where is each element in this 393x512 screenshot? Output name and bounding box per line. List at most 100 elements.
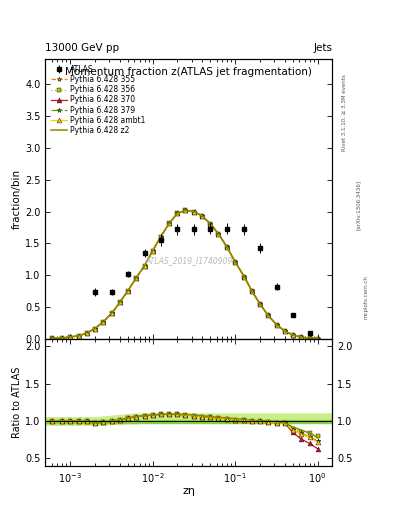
Pythia 6.428 370 [134, 275, 138, 282]
Pythia 6.428 z2 [84, 330, 89, 336]
Pythia 6.428 z2 [192, 208, 196, 215]
Line: Pythia 6.428 379: Pythia 6.428 379 [49, 208, 320, 341]
Pythia 6.428 z2 [118, 300, 122, 306]
Pythia 6.428 356 [274, 322, 279, 328]
Pythia 6.428 ambt1 [274, 322, 279, 328]
Pythia 6.428 355 [92, 326, 97, 332]
Pythia 6.428 356 [225, 244, 230, 250]
Text: [arXiv:1306.3436]: [arXiv:1306.3436] [356, 180, 361, 230]
Pythia 6.428 355 [109, 310, 114, 316]
Pythia 6.428 355 [200, 213, 205, 219]
Pythia 6.428 355 [208, 221, 213, 227]
Pythia 6.428 379 [134, 275, 138, 282]
Pythia 6.428 355 [175, 210, 180, 217]
Pythia 6.428 ambt1 [167, 220, 172, 226]
Line: Pythia 6.428 z2: Pythia 6.428 z2 [52, 210, 318, 338]
Pythia 6.428 356 [208, 221, 213, 227]
Pythia 6.428 355 [225, 244, 230, 250]
Pythia 6.428 z2 [150, 248, 155, 254]
Pythia 6.428 370 [274, 322, 279, 328]
Pythia 6.428 379 [307, 335, 312, 342]
Pythia 6.428 379 [208, 221, 213, 227]
Pythia 6.428 ambt1 [208, 221, 213, 227]
Pythia 6.428 ambt1 [125, 288, 130, 294]
Pythia 6.428 356 [183, 207, 188, 214]
Pythia 6.428 379 [282, 328, 287, 334]
Pythia 6.428 z2 [158, 234, 163, 240]
Pythia 6.428 379 [290, 332, 295, 338]
Pythia 6.428 356 [175, 210, 180, 217]
Pythia 6.428 ambt1 [92, 326, 97, 332]
Pythia 6.428 379 [299, 334, 303, 340]
Pythia 6.428 356 [101, 319, 105, 325]
Pythia 6.428 356 [77, 332, 82, 338]
Line: Pythia 6.428 356: Pythia 6.428 356 [49, 208, 320, 341]
Pythia 6.428 ambt1 [216, 231, 221, 237]
X-axis label: zη: zη [182, 486, 195, 496]
Pythia 6.428 z2 [125, 288, 130, 294]
Pythia 6.428 356 [307, 335, 312, 342]
Pythia 6.428 356 [266, 312, 270, 318]
Pythia 6.428 379 [50, 335, 54, 342]
Pythia 6.428 370 [216, 231, 221, 237]
Pythia 6.428 ambt1 [134, 275, 138, 282]
Pythia 6.428 z2 [175, 210, 180, 217]
Pythia 6.428 ambt1 [158, 234, 163, 240]
Pythia 6.428 356 [158, 234, 163, 240]
Pythia 6.428 ambt1 [315, 335, 320, 342]
Pythia 6.428 z2 [68, 334, 72, 340]
Pythia 6.428 356 [68, 334, 72, 340]
Pythia 6.428 370 [109, 310, 114, 316]
Pythia 6.428 370 [150, 248, 155, 254]
Pythia 6.428 ambt1 [200, 213, 205, 219]
Pythia 6.428 ambt1 [77, 332, 82, 338]
Pythia 6.428 ambt1 [84, 330, 89, 336]
Pythia 6.428 379 [60, 335, 64, 341]
Pythia 6.428 z2 [92, 326, 97, 332]
Pythia 6.428 379 [125, 288, 130, 294]
Pythia 6.428 355 [77, 332, 82, 338]
Pythia 6.428 379 [158, 234, 163, 240]
Text: Momentum fraction z(ATLAS jet fragmentation): Momentum fraction z(ATLAS jet fragmentat… [65, 67, 312, 77]
Pythia 6.428 370 [233, 259, 237, 265]
Pythia 6.428 370 [158, 234, 163, 240]
Pythia 6.428 356 [299, 334, 303, 340]
Pythia 6.428 356 [84, 330, 89, 336]
Pythia 6.428 355 [192, 208, 196, 215]
Pythia 6.428 z2 [109, 310, 114, 316]
Pythia 6.428 355 [50, 335, 54, 342]
Pythia 6.428 379 [274, 322, 279, 328]
Pythia 6.428 355 [274, 322, 279, 328]
Pythia 6.428 370 [257, 301, 262, 307]
Pythia 6.428 356 [60, 335, 64, 341]
Pythia 6.428 z2 [290, 332, 295, 338]
Pythia 6.428 356 [282, 328, 287, 334]
Pythia 6.428 ambt1 [175, 210, 180, 217]
Pythia 6.428 370 [192, 208, 196, 215]
Pythia 6.428 379 [92, 326, 97, 332]
Pythia 6.428 370 [250, 288, 254, 294]
Pythia 6.428 370 [307, 335, 312, 342]
Pythia 6.428 355 [167, 220, 172, 226]
Pythia 6.428 355 [150, 248, 155, 254]
Pythia 6.428 370 [290, 332, 295, 338]
Pythia 6.428 370 [60, 335, 64, 341]
Pythia 6.428 356 [150, 248, 155, 254]
Pythia 6.428 379 [109, 310, 114, 316]
Pythia 6.428 z2 [299, 334, 303, 340]
Text: Rivet 3.1.10, ≥ 3.3M events: Rivet 3.1.10, ≥ 3.3M events [342, 74, 347, 151]
Pythia 6.428 ambt1 [183, 207, 188, 214]
Pythia 6.428 z2 [101, 319, 105, 325]
Pythia 6.428 356 [250, 288, 254, 294]
Pythia 6.428 370 [118, 300, 122, 306]
Pythia 6.428 ambt1 [101, 319, 105, 325]
Pythia 6.428 370 [92, 326, 97, 332]
Pythia 6.428 379 [192, 208, 196, 215]
Pythia 6.428 355 [125, 288, 130, 294]
Pythia 6.428 356 [50, 335, 54, 342]
Text: mcplots.cern.ch: mcplots.cern.ch [364, 275, 369, 319]
Pythia 6.428 379 [242, 274, 247, 280]
Y-axis label: Ratio to ATLAS: Ratio to ATLAS [12, 367, 22, 438]
Pythia 6.428 356 [118, 300, 122, 306]
Pythia 6.428 370 [282, 328, 287, 334]
